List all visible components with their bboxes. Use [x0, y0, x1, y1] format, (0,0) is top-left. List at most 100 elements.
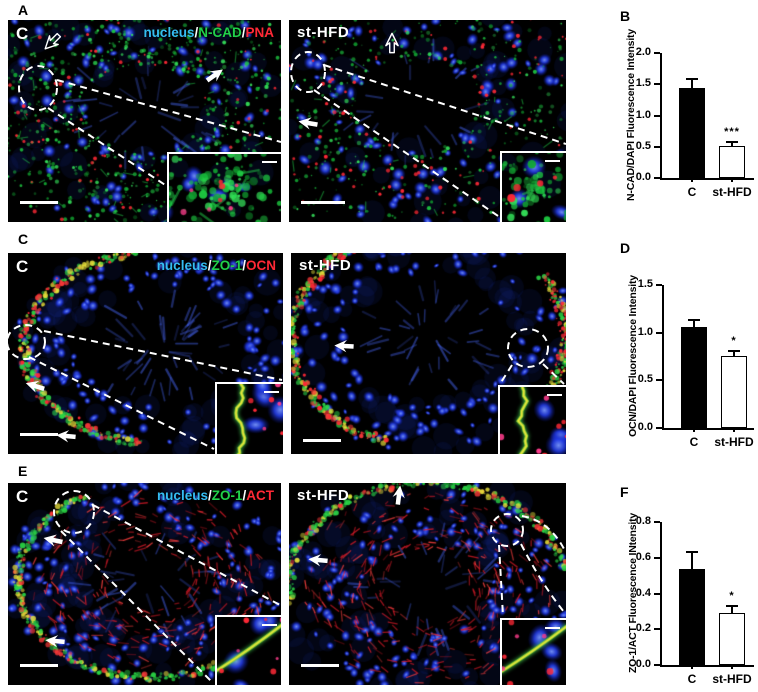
- open-arrow-icon: [385, 32, 399, 54]
- micrograph-a-control: C nucleus/N-CAD/PNA: [8, 20, 281, 222]
- y-tick: [656, 284, 662, 286]
- x-tick-label: st-HFD: [712, 672, 752, 686]
- arrow-icon: [43, 534, 63, 547]
- zoom-inset: [167, 152, 281, 222]
- error-bar: [731, 605, 733, 614]
- scale-bar: [20, 201, 58, 204]
- x-tick-label: C: [687, 185, 697, 199]
- inset-canvas: [217, 617, 281, 685]
- error-bar-cap: [728, 349, 740, 352]
- significance-marker: *: [729, 590, 735, 603]
- x-tick-label: st-HFD: [712, 185, 752, 199]
- bar-st-HFD: [719, 613, 745, 665]
- image-group-label: st-HFD: [297, 487, 350, 504]
- channel-legend: nucleus/N-CAD/PNA: [143, 25, 274, 40]
- dashed-roi-overlay: [18, 65, 281, 218]
- dashed-roi-overlay: [290, 51, 566, 219]
- significance-marker: *: [731, 334, 737, 347]
- y-tick-label: 0.8: [635, 515, 651, 527]
- x-tick-label: C: [689, 435, 699, 449]
- plot-area: 0.0 0.5 1.0 1.5 C * st-HFD: [638, 278, 754, 449]
- y-tick-label: 0.5: [635, 139, 651, 152]
- arrow-icon: [334, 340, 354, 353]
- micrograph-e-sthfd: st-HFD: [289, 483, 566, 685]
- inset-scale-bar: [262, 624, 277, 626]
- arrow-icon: [298, 117, 318, 130]
- y-tick: [654, 145, 660, 148]
- image-group-label: C: [16, 257, 29, 276]
- legend-part: /: [241, 25, 246, 40]
- bar-C: [679, 569, 705, 665]
- legend-part: nucleus: [156, 488, 208, 503]
- arrow-icon: [392, 485, 405, 505]
- zoom-inset: [498, 385, 566, 454]
- scale-bar: [20, 664, 58, 667]
- micrograph-a-sthfd: st-HFD: [289, 20, 566, 222]
- error-bar-cap: [686, 78, 698, 80]
- y-tick: [654, 114, 660, 117]
- micrograph-c-sthfd: st-HFD: [291, 253, 566, 454]
- y-tick: [656, 379, 662, 382]
- legend-part: OCN: [246, 258, 276, 273]
- legend-part: PNA: [245, 25, 274, 40]
- dashed-roi-overlay: [53, 490, 281, 684]
- x-tick: [733, 428, 735, 432]
- y-tick: [656, 331, 662, 334]
- legend-part: nucleus: [143, 25, 195, 40]
- inset-canvas: [169, 154, 281, 222]
- y-tick-label: 0.0: [637, 421, 653, 433]
- zoom-inset: [215, 615, 281, 685]
- arrow-icon: [308, 554, 328, 567]
- error-bar-cap: [726, 141, 738, 144]
- dashed-roi-overlay: [490, 513, 566, 617]
- zoom-inset: [215, 382, 283, 454]
- panel-label-b: B: [620, 8, 631, 24]
- legend-part: /: [207, 488, 212, 503]
- zoom-inset: [500, 151, 566, 222]
- x-tick: [731, 178, 733, 182]
- x-tick: [693, 428, 695, 432]
- error-bar: [691, 551, 693, 570]
- inset-canvas: [502, 153, 566, 222]
- y-tick-label: 1.5: [635, 77, 651, 90]
- panel-label-a: A: [18, 2, 29, 18]
- error-bar-cap: [726, 605, 738, 607]
- y-tick: [656, 427, 662, 429]
- legend-part: ACT: [246, 488, 274, 503]
- legend-part: ZO-1: [211, 488, 243, 503]
- micrograph-c-control: C nucleus/ZO-1/OCN: [8, 253, 283, 454]
- image-group-label: st-HFD: [299, 257, 352, 274]
- open-arrow-icon: [44, 32, 62, 50]
- bar-C: [679, 88, 705, 178]
- channel-legend: nucleus/ZO-1/OCN: [157, 258, 276, 273]
- significance-marker: ***: [724, 126, 740, 139]
- scale-bar: [301, 201, 345, 204]
- x-tick: [691, 178, 693, 182]
- panel-label-f: F: [620, 484, 629, 500]
- image-group-label: C: [16, 24, 29, 43]
- error-bar-cap: [686, 551, 698, 554]
- channel-legend: nucleus/ZO-1/ACT: [157, 488, 274, 503]
- y-tick: [654, 664, 660, 666]
- x-tick: [731, 665, 733, 669]
- y-tick-label: 1.0: [637, 325, 653, 338]
- arrow-icon: [56, 430, 76, 443]
- inset-canvas: [500, 387, 566, 454]
- y-tick-label: 0.0: [635, 171, 651, 183]
- arrow-icon: [25, 380, 45, 393]
- x-tick-label: st-HFD: [714, 435, 754, 449]
- y-tick-label: 0.2: [635, 622, 651, 635]
- zoom-inset: [500, 618, 566, 685]
- inset-canvas: [502, 620, 566, 685]
- plot-area: 0.0 0.2 0.4 0.6 0.8 C * st-HFD: [636, 515, 754, 686]
- dashed-roi-overlay: [8, 324, 283, 450]
- error-bar: [733, 349, 735, 356]
- inset-scale-bar: [262, 161, 277, 163]
- y-tick-label: 0.4: [635, 586, 651, 599]
- error-bar: [693, 319, 695, 327]
- inset-scale-bar: [545, 627, 560, 629]
- y-tick: [654, 177, 660, 179]
- error-bar: [731, 141, 733, 146]
- y-tick-label: 0.0: [635, 658, 651, 670]
